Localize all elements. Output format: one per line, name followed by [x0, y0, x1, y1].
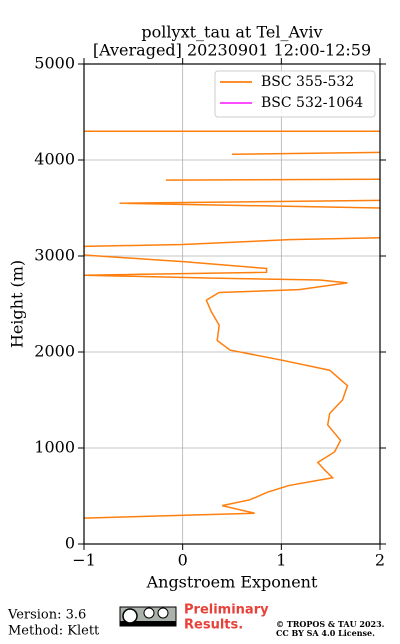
plot-frame — [83, 63, 381, 545]
legend-box — [214, 70, 376, 118]
y-tick-label: 5000 — [34, 54, 75, 73]
data-line — [119, 199, 380, 209]
data-line — [165, 178, 380, 181]
legend-label: BSC 355-532 — [261, 74, 354, 90]
footer-license: CC BY SA 4.0 License. — [276, 628, 375, 638]
footer-preliminary: Preliminary — [184, 603, 269, 618]
x-tick-label: −1 — [72, 551, 96, 570]
y-tick-label: 0 — [65, 534, 75, 553]
y-tick-label: 4000 — [34, 150, 75, 169]
footer-copyright: © TROPOS & TAU 2023. — [276, 619, 385, 629]
footer-method: Method: Klett — [8, 624, 100, 639]
x-axis-label: Angstroem Exponent — [146, 573, 318, 592]
footer-results: Results. — [184, 618, 243, 633]
x-tick-label: 0 — [178, 551, 188, 570]
y-tick-label: 1000 — [34, 438, 75, 457]
y-tick-label: 3000 — [34, 246, 75, 265]
grid — [83, 63, 381, 545]
legend: BSC 355-532 BSC 532-1064 — [214, 70, 376, 118]
y-axis-label: Height (m) — [8, 260, 27, 348]
data-line — [84, 237, 380, 519]
footer-version: Version: 3.6 — [7, 608, 86, 623]
plot-lines — [84, 130, 380, 519]
x-tick-label: 2 — [375, 551, 385, 570]
cc-logo — [119, 606, 177, 627]
chart-title: pollyxt_tau at Tel_Aviv — [141, 23, 322, 42]
chart-subtitle: [Averaged] 20230901 12:00-12:59 — [93, 41, 371, 60]
legend-label: BSC 532-1064 — [261, 95, 363, 111]
data-line — [231, 151, 380, 155]
y-tick-label: 2000 — [34, 342, 75, 361]
x-tick-label: 1 — [276, 551, 286, 570]
